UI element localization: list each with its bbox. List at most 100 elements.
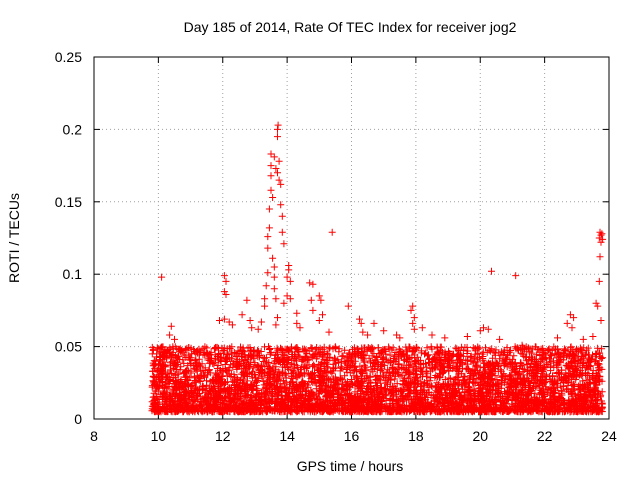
- data-point: [183, 344, 191, 352]
- data-point: [411, 393, 419, 401]
- data-point: [500, 402, 508, 410]
- data-point: [373, 386, 380, 394]
- data-point: [171, 360, 178, 367]
- data-point: [454, 407, 462, 415]
- data-point: [421, 350, 428, 358]
- data-point: [222, 355, 230, 363]
- data-point: [476, 407, 484, 415]
- data-point: [395, 365, 403, 373]
- data-point: [388, 346, 396, 354]
- data-point: [321, 368, 329, 376]
- data-point: [455, 399, 463, 407]
- data-point: [505, 395, 512, 403]
- data-point: [187, 369, 195, 377]
- data-point: [247, 401, 255, 409]
- data-point: [545, 372, 553, 380]
- data-point: [210, 397, 218, 405]
- data-point: [444, 408, 451, 416]
- data-point: [195, 376, 203, 384]
- data-point: [154, 387, 162, 395]
- data-point: [330, 365, 338, 373]
- data-point: [164, 373, 171, 381]
- data-point: [475, 344, 483, 352]
- data-point: [334, 404, 342, 412]
- data-point: [266, 406, 274, 414]
- data-point: [563, 385, 570, 393]
- data-point: [167, 353, 175, 361]
- data-point: [578, 347, 586, 355]
- data-point: [164, 346, 172, 354]
- data-point: [434, 348, 441, 356]
- data-point: [257, 401, 265, 409]
- data-point: [461, 392, 469, 400]
- data-point: [561, 373, 569, 381]
- data-point: [561, 346, 569, 354]
- data-point: [422, 360, 430, 367]
- data-point: [421, 398, 429, 406]
- data-point: [437, 343, 445, 351]
- data-point: [382, 385, 389, 393]
- data-point: [573, 363, 581, 371]
- data-point: [548, 346, 556, 354]
- data-point: [206, 351, 214, 359]
- data-point: [280, 351, 288, 359]
- data-point: [197, 406, 205, 414]
- x-tick-label: 14: [279, 428, 295, 444]
- data-point: [258, 361, 266, 369]
- data-point: [514, 391, 522, 398]
- data-point: [281, 370, 289, 378]
- data-point: [169, 377, 177, 384]
- data-point: [478, 388, 486, 396]
- data-point: [371, 396, 379, 404]
- data-point: [331, 355, 339, 363]
- data-point: [162, 374, 170, 382]
- data-point: [284, 346, 292, 354]
- data-point: [561, 347, 568, 355]
- data-point: [486, 370, 494, 378]
- data-point: [532, 351, 540, 359]
- data-point: [192, 405, 199, 413]
- data-point: [542, 371, 550, 379]
- data-point: [240, 359, 247, 367]
- data-point: [340, 400, 348, 407]
- data-point: [504, 351, 512, 359]
- data-point: [559, 351, 567, 359]
- data-point: [535, 346, 543, 354]
- data-point: [581, 381, 588, 389]
- data-point: [372, 376, 380, 383]
- data-point: [444, 394, 452, 402]
- data-point: [361, 395, 369, 403]
- data-point: [368, 401, 376, 409]
- data-point: [232, 404, 240, 412]
- data-point: [442, 382, 450, 390]
- data-point: [441, 366, 448, 374]
- data-point: [432, 387, 440, 395]
- data-point: [244, 385, 251, 393]
- y-tick-label: 0.05: [55, 339, 82, 355]
- data-point: [518, 361, 526, 369]
- data-point: [219, 346, 227, 354]
- data-point: [236, 377, 244, 384]
- data-point: [323, 349, 331, 357]
- data-point: [240, 379, 248, 387]
- data-point: [532, 361, 540, 368]
- data-point: [517, 345, 525, 353]
- data-point: [409, 347, 417, 355]
- data-point: [293, 346, 301, 354]
- data-point: [247, 358, 255, 366]
- data-point: [227, 402, 235, 410]
- data-point: [461, 376, 469, 384]
- data-point: [377, 367, 385, 374]
- data-point: [250, 364, 258, 372]
- data-point: [356, 362, 364, 370]
- data-point: [474, 358, 482, 366]
- data-point: [205, 366, 213, 374]
- data-point: [255, 347, 263, 355]
- data-point: [458, 382, 466, 390]
- data-point: [165, 370, 173, 378]
- data-point: [397, 347, 405, 355]
- data-point: [444, 380, 452, 388]
- data-point: [246, 362, 254, 370]
- data-point: [300, 407, 308, 415]
- data-point: [402, 402, 410, 410]
